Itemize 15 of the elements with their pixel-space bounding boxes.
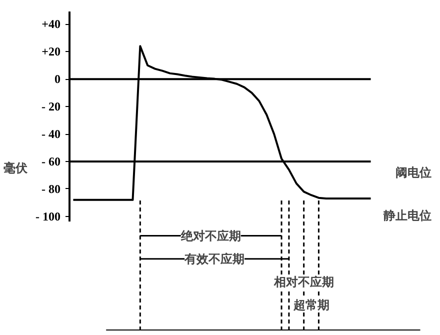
y-tick-label: - 40 — [42, 127, 61, 142]
y-tick-label: +20 — [42, 44, 61, 59]
text: 相对不应期 — [272, 274, 334, 289]
y-tick-label: - 100 — [36, 209, 61, 224]
y-tick-label: +40 — [42, 17, 61, 32]
y-tick-label: 0 — [54, 72, 60, 86]
text: 绝对不应期 — [180, 228, 241, 243]
text: 静止电位 — [382, 208, 432, 223]
y-tick-label: - 80 — [42, 182, 61, 196]
ref-line-label: 阈电位 — [396, 165, 432, 180]
y-axis-title: 毫伏 — [4, 161, 29, 175]
text: 有效不应期 — [184, 252, 245, 266]
y-tick-label: - 20 — [42, 100, 61, 114]
y-tick-label: - 60 — [42, 154, 61, 168]
text: 超常期 — [292, 298, 330, 312]
